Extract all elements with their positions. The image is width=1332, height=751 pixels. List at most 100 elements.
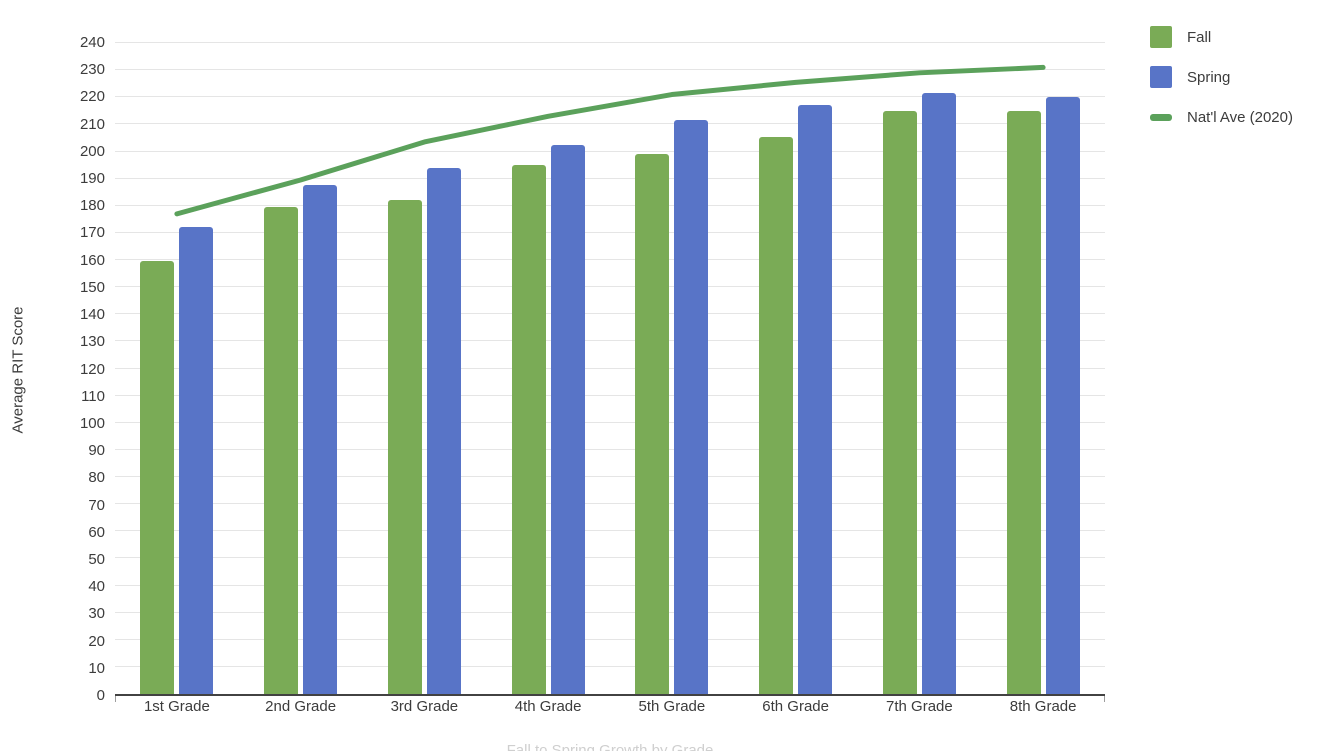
bar-fall-8th-grade[interactable]	[1006, 110, 1041, 694]
category-group	[239, 43, 363, 694]
y-tick-label: 170	[79, 224, 105, 242]
x-axis-edge-tick-right	[1104, 696, 1105, 702]
fall-series-swatch-icon	[1150, 26, 1172, 48]
bar-spring-8th-grade[interactable]	[1045, 97, 1080, 694]
legend-label-spring: Spring	[1187, 68, 1231, 86]
legend-item-natl-ave[interactable]: Nat'l Ave (2020)	[1150, 106, 1293, 128]
gridline	[115, 611, 1105, 613]
gridline	[115, 204, 1105, 206]
trend-line	[174, 64, 1046, 217]
bar-fall-3rd-grade[interactable]	[387, 200, 422, 694]
legend-item-fall[interactable]: Fall	[1150, 26, 1293, 48]
y-tick-label: 190	[79, 170, 105, 188]
gridline	[115, 503, 1105, 505]
y-tick-label: 130	[79, 333, 105, 351]
category-group	[486, 43, 610, 694]
bar-spring-5th-grade[interactable]	[674, 120, 709, 694]
y-tick-label: 140	[79, 306, 105, 324]
gridlines	[115, 42, 1105, 694]
y-tick-label: 150	[79, 278, 105, 296]
category-group	[115, 43, 239, 694]
gridline	[115, 367, 1105, 369]
bar-spring-4th-grade[interactable]	[550, 144, 585, 694]
bar-spring-1st-grade[interactable]	[179, 227, 214, 694]
y-tick-label: 70	[88, 496, 105, 514]
x-category-label: 4th Grade	[514, 698, 582, 715]
gridline	[115, 69, 1105, 71]
y-tick-label: 180	[79, 197, 105, 215]
category-group	[858, 43, 982, 694]
x-category-label: 6th Grade	[762, 698, 829, 715]
gridline	[115, 530, 1105, 532]
trend-line-svg	[174, 64, 1046, 217]
y-tick-label: 200	[79, 142, 105, 160]
y-tick-label: 120	[79, 360, 105, 378]
y-tick-label: 60	[88, 523, 105, 541]
bar-fall-6th-grade[interactable]	[759, 136, 794, 694]
gridline	[115, 665, 1105, 667]
x-category-label: 2nd Grade	[265, 698, 337, 715]
y-axis-ticks: 0 10 20 30 40 50 60 70 80 90 100 110 120 130 140 150 160…	[0, 35, 105, 704]
gridline	[115, 448, 1105, 450]
plot-area	[115, 42, 1105, 702]
y-tick-label: 20	[88, 632, 105, 650]
gridline	[115, 638, 1105, 640]
gridline	[115, 123, 1105, 125]
gridline	[115, 259, 1105, 260]
gridline	[115, 42, 1105, 43]
bars	[115, 43, 1105, 694]
category-group	[734, 43, 858, 694]
gridline	[115, 96, 1105, 98]
gridline	[115, 557, 1105, 559]
y-tick-label: 90	[88, 442, 105, 460]
legend: Fall Spring Nat'l Ave (2020)	[1150, 26, 1293, 146]
x-category-label: 1st Grade	[143, 698, 210, 715]
y-tick-label: 40	[88, 578, 105, 596]
y-tick-label: 110	[81, 387, 105, 405]
gridline	[115, 340, 1105, 342]
bar-fall-2nd-grade[interactable]	[264, 207, 299, 694]
category-group	[363, 43, 487, 694]
bar-spring-3rd-grade[interactable]	[426, 167, 461, 694]
y-tick-label: 80	[88, 469, 105, 487]
gridline	[115, 313, 1105, 315]
y-tick-label: 230	[79, 61, 105, 79]
gridline	[115, 394, 1105, 396]
gridline	[115, 231, 1105, 233]
bottom-caption-clipped: Fall to Spring Growth by Grade	[506, 742, 714, 751]
y-tick-label: 210	[79, 115, 105, 133]
gridline	[115, 421, 1105, 423]
bar-fall-1st-grade[interactable]	[140, 261, 175, 694]
y-tick-label: 0	[96, 687, 105, 704]
y-tick-label: 220	[79, 88, 105, 106]
legend-label-natl-ave: Nat'l Ave (2020)	[1187, 108, 1293, 126]
y-tick-label: 100	[79, 414, 105, 432]
bar-fall-4th-grade[interactable]	[511, 165, 546, 694]
x-category-label: 8th Grade	[1009, 698, 1077, 715]
y-tick-label: 240	[79, 34, 105, 51]
bar-spring-2nd-grade[interactable]	[303, 185, 338, 694]
bar-fall-7th-grade[interactable]	[882, 110, 917, 694]
y-tick-label: 10	[88, 659, 105, 677]
x-axis-edge-tick-left	[115, 696, 116, 702]
y-tick-label: 50	[88, 550, 105, 568]
gridline	[115, 476, 1105, 477]
bar-fall-5th-grade[interactable]	[635, 154, 670, 694]
legend-item-spring[interactable]: Spring	[1150, 66, 1293, 88]
bar-spring-6th-grade[interactable]	[798, 105, 833, 694]
bar-spring-7th-grade[interactable]	[921, 93, 956, 694]
gridline	[115, 150, 1105, 152]
gridline	[115, 584, 1105, 586]
x-axis-labels: 1st Grade 2nd Grade 3rd Grade 4th Grade 5th …	[115, 698, 1105, 715]
category-group	[981, 43, 1105, 694]
category-group	[610, 43, 734, 694]
y-tick-label: 160	[79, 251, 105, 269]
y-tick-label: 30	[88, 605, 105, 623]
legend-label-fall: Fall	[1187, 28, 1212, 46]
x-category-label: 5th Grade	[638, 698, 706, 715]
x-category-label: 3rd Grade	[390, 698, 459, 715]
gridline	[115, 177, 1105, 179]
natl-ave-line-swatch-icon	[1150, 113, 1172, 121]
gridline	[115, 286, 1105, 288]
